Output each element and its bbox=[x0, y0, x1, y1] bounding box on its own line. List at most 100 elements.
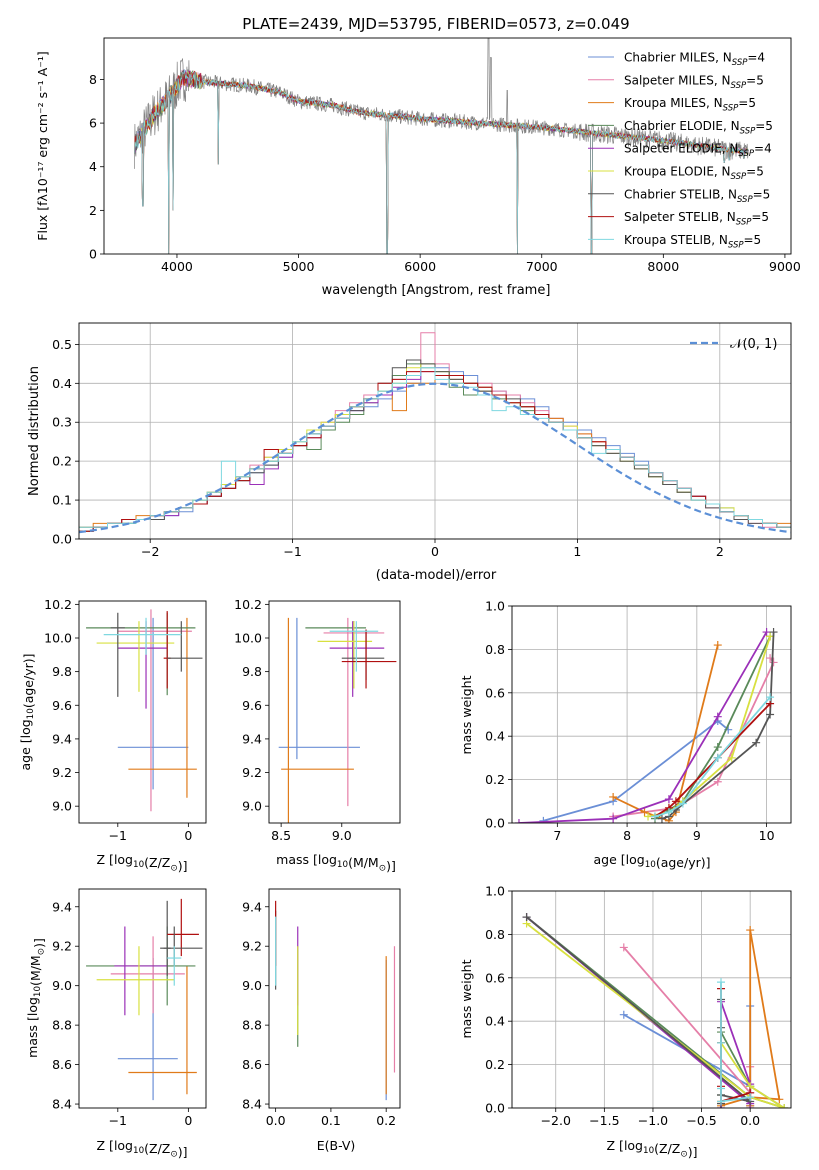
weight-line bbox=[661, 631, 775, 820]
x-tick-label: −1.5 bbox=[589, 1113, 619, 1128]
x-tick-label: −1 bbox=[283, 544, 301, 559]
x-tick-label: 0 bbox=[184, 1113, 192, 1128]
weight-line bbox=[543, 719, 729, 822]
legend-label: Chabrier STELIB, NSSP=5 bbox=[624, 187, 770, 205]
legend-text: Salpeter ELODIE, N bbox=[624, 142, 738, 156]
label-part: )] bbox=[31, 938, 46, 948]
label-part: (M/M bbox=[28, 955, 43, 986]
label-part: Z [ bbox=[607, 1138, 624, 1153]
label-part: Z [ bbox=[97, 1138, 114, 1153]
label-subscript: ⊙ bbox=[680, 1149, 687, 1159]
x-tick-label: 9000 bbox=[769, 259, 801, 274]
legend-label: Kroupa ELODIE, NSSP=5 bbox=[624, 165, 764, 183]
label-subscript: 10 bbox=[645, 860, 656, 870]
normal-curve bbox=[79, 382, 791, 534]
label-part: )] bbox=[178, 1144, 188, 1159]
plot-area bbox=[79, 323, 791, 539]
y-axis-label: mass weight bbox=[459, 675, 474, 754]
axes-frame bbox=[78, 322, 792, 540]
y-tick-label: 0.8 bbox=[485, 642, 505, 657]
weight-marker bbox=[514, 819, 523, 823]
weight-line bbox=[623, 946, 752, 1108]
legend-text: Chabrier MILES, N bbox=[624, 51, 732, 65]
y-tick-label: 0.2 bbox=[52, 454, 72, 469]
y-tick-label: 9.8 bbox=[242, 664, 262, 679]
legend-label: Chabrier ELODIE, NSSP=5 bbox=[624, 119, 773, 137]
legend-label: Salpeter MILES, NSSP=5 bbox=[624, 73, 764, 91]
weight-marker bbox=[769, 658, 778, 667]
x-tick-label: 0.2 bbox=[376, 1113, 396, 1128]
y-tick-label: 0.6 bbox=[485, 970, 505, 985]
weight-marker bbox=[713, 712, 722, 721]
legend-text: =5 bbox=[744, 233, 762, 247]
x-axis-label: age [log10(age/yr)] bbox=[593, 852, 710, 870]
legend-subscript: SSP bbox=[731, 172, 747, 182]
label-part: )] bbox=[688, 1144, 698, 1159]
x-axis-label: E(B-V) bbox=[317, 1138, 356, 1153]
label-part: log bbox=[624, 1138, 643, 1153]
legend-text: Kroupa ELODIE, N bbox=[624, 165, 731, 179]
x-axis-label: Z [log10(Z/Z⊙)] bbox=[97, 852, 188, 873]
label-part: (age/yr)] bbox=[21, 653, 36, 708]
y-axis-label: Flux [fλ10⁻¹⁷ erg cm⁻² s⁻¹ A⁻¹] bbox=[35, 51, 50, 240]
y-tick-label: 0.8 bbox=[485, 927, 505, 942]
weight-marker bbox=[762, 628, 771, 637]
y-tick-label: 8.4 bbox=[52, 1097, 72, 1112]
weight-marker bbox=[522, 913, 531, 922]
y-tick-label: 0.2 bbox=[485, 772, 505, 787]
y-tick-label: 9.0 bbox=[52, 799, 72, 814]
y-tick-label: 10.0 bbox=[234, 631, 262, 646]
weight-marker bbox=[657, 814, 666, 823]
x-tick-label: 0.0 bbox=[740, 1113, 760, 1128]
legend-text: =5 bbox=[746, 73, 764, 87]
x-axis-label: mass [log10(M/M⊙)] bbox=[276, 852, 396, 873]
label-part: log bbox=[18, 719, 33, 738]
label-part: log bbox=[114, 1138, 133, 1153]
x-tick-label: 9 bbox=[693, 828, 701, 843]
y-tick-label: 9.8 bbox=[52, 664, 72, 679]
legend-text: Salpeter MILES, N bbox=[624, 73, 731, 87]
label-part: (M/M bbox=[348, 855, 379, 870]
legend-subscript: SSP bbox=[732, 58, 748, 68]
y-tick-label: 0.0 bbox=[485, 1101, 505, 1116]
legend-text: =4 bbox=[747, 51, 765, 65]
label-part: (Z/Z bbox=[144, 855, 170, 870]
weight-marker bbox=[717, 1097, 726, 1106]
weight-marker bbox=[780, 1104, 789, 1108]
plot-area bbox=[275, 900, 396, 1101]
y-tick-label: 8.6 bbox=[242, 1057, 262, 1072]
y-tick-label: 9.6 bbox=[242, 698, 262, 713]
data-spectrum bbox=[134, 38, 749, 169]
label-part: log bbox=[114, 852, 133, 867]
weight-marker bbox=[640, 808, 649, 817]
legend-label: 𝒩(0, 1) bbox=[730, 337, 777, 352]
label-subscript: 10 bbox=[337, 860, 348, 870]
x-tick-label: −2.0 bbox=[541, 1113, 571, 1128]
x-tick-label: 8 bbox=[623, 828, 631, 843]
x-tick-label: 7 bbox=[553, 828, 561, 843]
label-part: log bbox=[626, 852, 645, 867]
y-tick-label: 0.6 bbox=[485, 685, 505, 700]
label-subscript: ⊙ bbox=[170, 1149, 177, 1159]
y-tick-label: 10.2 bbox=[44, 597, 72, 612]
label-part: age [ bbox=[593, 852, 625, 867]
y-axis-label: Normed distribution bbox=[27, 366, 42, 496]
y-tick-label: 9.2 bbox=[242, 765, 262, 780]
weight-marker bbox=[609, 792, 618, 801]
panel-mass-vs-Z: −1 08.48.68.89.09.29.4Z [log10(Z/Z⊙)]mass… bbox=[25, 888, 207, 1159]
x-tick-label: 7000 bbox=[526, 259, 558, 274]
label-subscript: 10 bbox=[133, 1146, 144, 1156]
x-tick-label: 6000 bbox=[404, 259, 436, 274]
x-tick-label: 9.0 bbox=[332, 828, 352, 843]
y-tick-label: 1.0 bbox=[485, 884, 505, 899]
weight-marker bbox=[619, 1010, 628, 1019]
y-tick-label: 0 bbox=[89, 247, 97, 262]
legend-text: Chabrier STELIB, N bbox=[624, 187, 737, 201]
weight-marker bbox=[727, 753, 736, 762]
y-tick-label: 9.4 bbox=[242, 899, 262, 914]
label-part: mass weight bbox=[459, 959, 474, 1038]
y-tick-label: 9.6 bbox=[52, 698, 72, 713]
y-tick-label: 8.8 bbox=[242, 1018, 262, 1033]
